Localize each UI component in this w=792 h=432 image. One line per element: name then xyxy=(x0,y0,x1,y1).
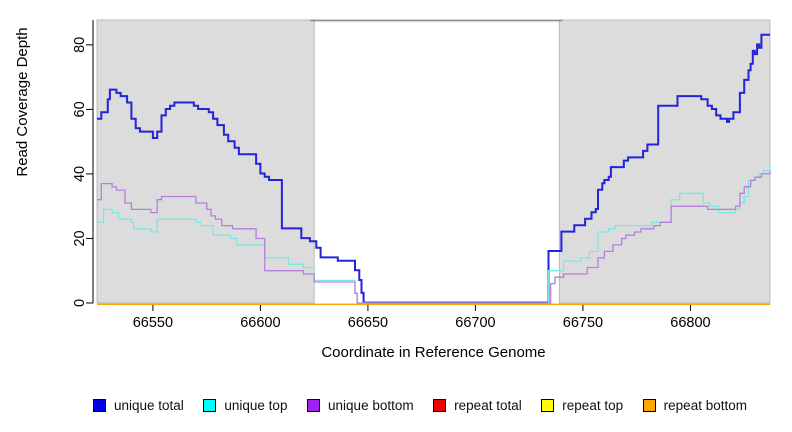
legend-label: repeat bottom xyxy=(663,398,747,413)
x-tick-label: 66650 xyxy=(348,315,388,331)
y-tick-label: 0 xyxy=(72,299,88,307)
legend-key-unique-bottom xyxy=(307,399,321,412)
x-tick-label: 66600 xyxy=(240,315,280,331)
coverage-plot-canvas: 0 20 40 60 80 66550 66600 66650 66700 66750 66800 xyxy=(72,19,771,331)
legend-key-repeat-top xyxy=(541,399,555,412)
legend-item-unique-bottom: unique bottom xyxy=(307,398,414,413)
legend-label: unique top xyxy=(224,398,288,413)
legend-item-unique-total: unique total xyxy=(93,398,184,413)
x-axis-title: Coordinate in Reference Genome xyxy=(321,344,546,361)
legend-label: repeat top xyxy=(562,398,624,413)
y-tick-label: 80 xyxy=(72,37,88,53)
legend-label: repeat total xyxy=(454,398,522,413)
shaded-region xyxy=(96,19,315,304)
y-tick-label: 40 xyxy=(72,166,88,182)
legend-item-repeat-total: repeat total xyxy=(433,398,522,413)
legend: unique total unique top unique bottom repea… xyxy=(93,398,747,413)
legend-key-repeat-bottom xyxy=(642,399,656,412)
legend-label: unique bottom xyxy=(328,398,414,413)
x-tick-label: 66750 xyxy=(563,315,603,331)
series-line-unique-total xyxy=(97,33,770,304)
legend-key-unique-top xyxy=(203,399,217,412)
legend-key-repeat-total xyxy=(433,399,447,412)
y-axis-title: Read Coverage Depth xyxy=(14,27,31,177)
legend-label: unique total xyxy=(114,398,184,413)
x-tick-label: 66700 xyxy=(455,315,495,331)
series-line-unique-top xyxy=(97,167,771,304)
series-line-unique-bottom xyxy=(97,170,771,304)
legend-item-repeat-bottom: repeat bottom xyxy=(642,398,747,413)
y-tick-label: 20 xyxy=(72,230,88,246)
shaded-region xyxy=(558,19,771,304)
x-tick-label: 66550 xyxy=(133,315,173,331)
legend-item-repeat-top: repeat top xyxy=(541,398,623,413)
legend-key-unique-total xyxy=(93,399,106,412)
x-tick-label: 66800 xyxy=(670,315,710,331)
legend-item-unique-top: unique top xyxy=(203,398,287,413)
y-tick-label: 60 xyxy=(72,101,88,117)
